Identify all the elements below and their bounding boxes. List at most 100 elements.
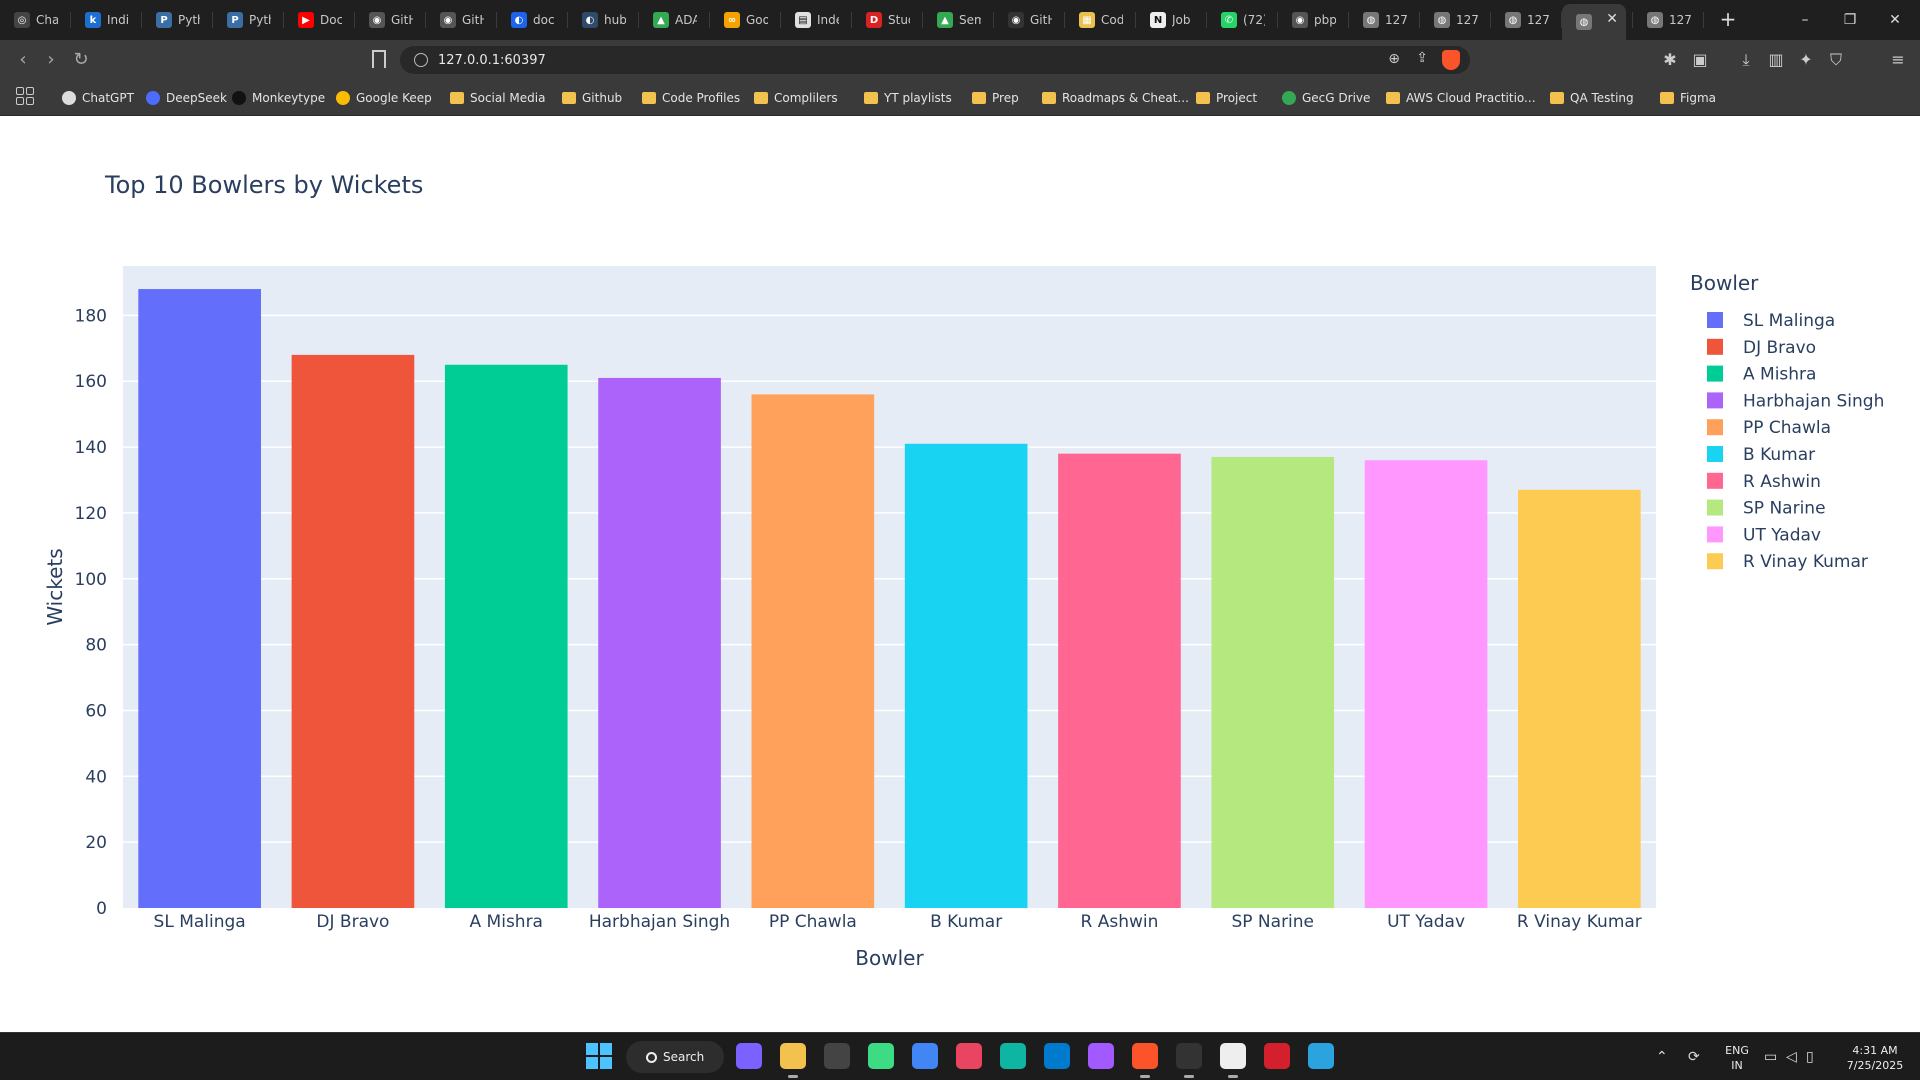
y-axis-label: Wickets	[43, 548, 67, 625]
drive-icon	[1282, 91, 1296, 105]
file-explorer-icon[interactable]	[780, 1043, 806, 1069]
bookmark-item[interactable]: Code Profiles	[642, 89, 740, 107]
browser-tab[interactable]: ◉ pbp	[1278, 4, 1346, 36]
zoom-icon[interactable]: ⊕	[1388, 51, 1400, 67]
monkeytype-icon	[232, 91, 246, 105]
bookmark-item[interactable]: Roadmaps & Cheat...	[1042, 89, 1189, 107]
unity-icon[interactable]	[824, 1043, 850, 1069]
downloads-icon[interactable]: ⤓	[1742, 50, 1750, 69]
sidebar-icon[interactable]: ▥	[1768, 50, 1784, 69]
folder-icon	[972, 92, 986, 104]
forward-button[interactable]: ›	[47, 49, 55, 70]
bookmark-item[interactable]: Monkeytype	[232, 89, 325, 107]
taskbar-search[interactable]: Search	[626, 1041, 724, 1073]
bookmark-item[interactable]: Github	[562, 89, 622, 107]
acrobat-icon[interactable]	[1264, 1043, 1290, 1069]
volume-icon[interactable]: ◁	[1786, 1049, 1797, 1065]
browser-tab[interactable]: N Job	[1136, 4, 1204, 36]
browser-tab[interactable]: ▦ Cod	[1065, 4, 1133, 36]
back-button[interactable]: ‹	[19, 49, 27, 70]
network-icon[interactable]: ▭	[1764, 1049, 1778, 1065]
browser-tab[interactable]: ◍ 127.	[1420, 4, 1488, 36]
bookmark-item[interactable]: Prep	[972, 89, 1019, 107]
browser-tab[interactable]: P Pyth	[142, 4, 210, 36]
folder-icon	[450, 92, 464, 104]
copilot-icon[interactable]	[736, 1043, 762, 1069]
clock-time: 4:31 AM	[1852, 1044, 1898, 1057]
battery-icon[interactable]: ▯	[1806, 1049, 1814, 1065]
bookmark-label: YT playlists	[884, 91, 952, 105]
bookmark-item[interactable]: ChatGPT	[62, 89, 134, 107]
bookmark-item[interactable]: GecG Drive	[1282, 89, 1370, 107]
brave-icon[interactable]	[1132, 1043, 1158, 1069]
browser-tab[interactable]: ◐ hub	[568, 4, 636, 36]
browser-tab[interactable]: ◍ 127.	[1491, 4, 1559, 36]
close-tab-icon[interactable]: ✕	[1606, 11, 1618, 27]
browser-tab[interactable]: ▲ Sem	[923, 4, 991, 36]
browser-tab[interactable]: ◐ doc	[497, 4, 565, 36]
browser-tab[interactable]: ◍ 127.	[1633, 4, 1701, 36]
address-bar[interactable]: 127.0.0.1:60397 ⊕ ⇪	[400, 46, 1470, 74]
leo-ai-icon[interactable]: ✦	[1799, 50, 1813, 69]
figma-icon[interactable]	[1088, 1043, 1114, 1069]
bookmark-item[interactable]: DeepSeek	[146, 89, 227, 107]
clock[interactable]: 4:31 AM 7/25/2025	[1836, 1043, 1914, 1073]
bookmark-item[interactable]: Social Media	[450, 89, 545, 107]
close-window-button[interactable]: ✕	[1889, 12, 1901, 28]
browser-tab[interactable]: ▲ ADA	[639, 4, 707, 36]
sync-icon[interactable]: ⟳	[1688, 1049, 1700, 1065]
bookmark-item[interactable]: Project	[1196, 89, 1257, 107]
photos-icon[interactable]	[956, 1043, 982, 1069]
browser-tab[interactable]: ✆ (72)	[1207, 4, 1275, 36]
browser-tab[interactable]: k India	[71, 4, 139, 36]
bookmark-page-icon[interactable]	[372, 50, 386, 68]
browser-tab[interactable]: ◉ GitH	[426, 4, 494, 36]
browser-tab[interactable]: ◍ ✕	[1562, 4, 1626, 40]
bookmark-item[interactable]: YT playlists	[864, 89, 952, 107]
share-icon[interactable]: ⇪	[1416, 50, 1428, 66]
browser-tab[interactable]: ◉ GitH	[355, 4, 423, 36]
notion-icon[interactable]	[1220, 1043, 1246, 1069]
bookmark-item[interactable]: AWS Cloud Practitio...	[1386, 89, 1536, 107]
reader-mode-icon[interactable]: ▣	[1692, 50, 1708, 69]
bookmark-item[interactable]: Google Keep	[336, 89, 432, 107]
apps-grid-icon[interactable]	[16, 87, 34, 105]
vpn-icon[interactable]: ⛉	[1829, 50, 1842, 69]
browser-tab[interactable]: D Stud	[852, 4, 920, 36]
telegram-icon[interactable]	[1308, 1043, 1334, 1069]
brave-shields-icon[interactable]	[1442, 50, 1460, 70]
menu-icon[interactable]: ≡	[1891, 50, 1905, 69]
vscode-icon[interactable]	[1044, 1043, 1070, 1069]
browser-tab[interactable]: ▤ Inde	[781, 4, 849, 36]
legend-swatch	[1707, 553, 1723, 570]
running-indicator	[1228, 1075, 1238, 1078]
android-studio-icon[interactable]	[868, 1043, 894, 1069]
browser-tab[interactable]: ◍ 127.	[1349, 4, 1417, 36]
bookmark-label: Social Media	[470, 91, 546, 105]
browser-tab[interactable]: ◉ GitH	[994, 4, 1062, 36]
restore-button[interactable]: ❐	[1843, 12, 1857, 28]
tab-label: Cod	[1101, 13, 1123, 27]
terminal-icon[interactable]	[1176, 1043, 1202, 1069]
bookmark-item[interactable]: Complilers	[754, 89, 838, 107]
globe-icon: ◍	[1505, 12, 1521, 28]
url-text[interactable]: 127.0.0.1:60397	[438, 52, 546, 68]
reload-button[interactable]: ↻	[73, 49, 89, 70]
browser-tab[interactable]: ▶ Doc	[284, 4, 352, 36]
minimize-button[interactable]: –	[1801, 12, 1809, 28]
extensions-icon[interactable]: ✱	[1663, 50, 1677, 69]
tray-overflow-icon[interactable]: ⌃	[1656, 1049, 1668, 1065]
site-info-icon[interactable]	[414, 53, 428, 67]
keep-icon	[336, 91, 350, 105]
language-indicator[interactable]: ENG IN	[1720, 1043, 1754, 1073]
chrome-icon[interactable]	[912, 1043, 938, 1069]
edge-icon[interactable]	[1000, 1043, 1026, 1069]
clock-date: 7/25/2025	[1846, 1059, 1904, 1072]
bookmark-item[interactable]: Figma	[1660, 89, 1716, 107]
browser-tab[interactable]: ◎ Chat	[0, 4, 68, 36]
bookmark-item[interactable]: QA Testing	[1550, 89, 1634, 107]
browser-tab[interactable]: ∞ Goo	[710, 4, 778, 36]
new-tab-button[interactable]: +	[1719, 7, 1737, 31]
start-button[interactable]	[586, 1043, 612, 1069]
browser-tab[interactable]: P Pyth	[213, 4, 281, 36]
